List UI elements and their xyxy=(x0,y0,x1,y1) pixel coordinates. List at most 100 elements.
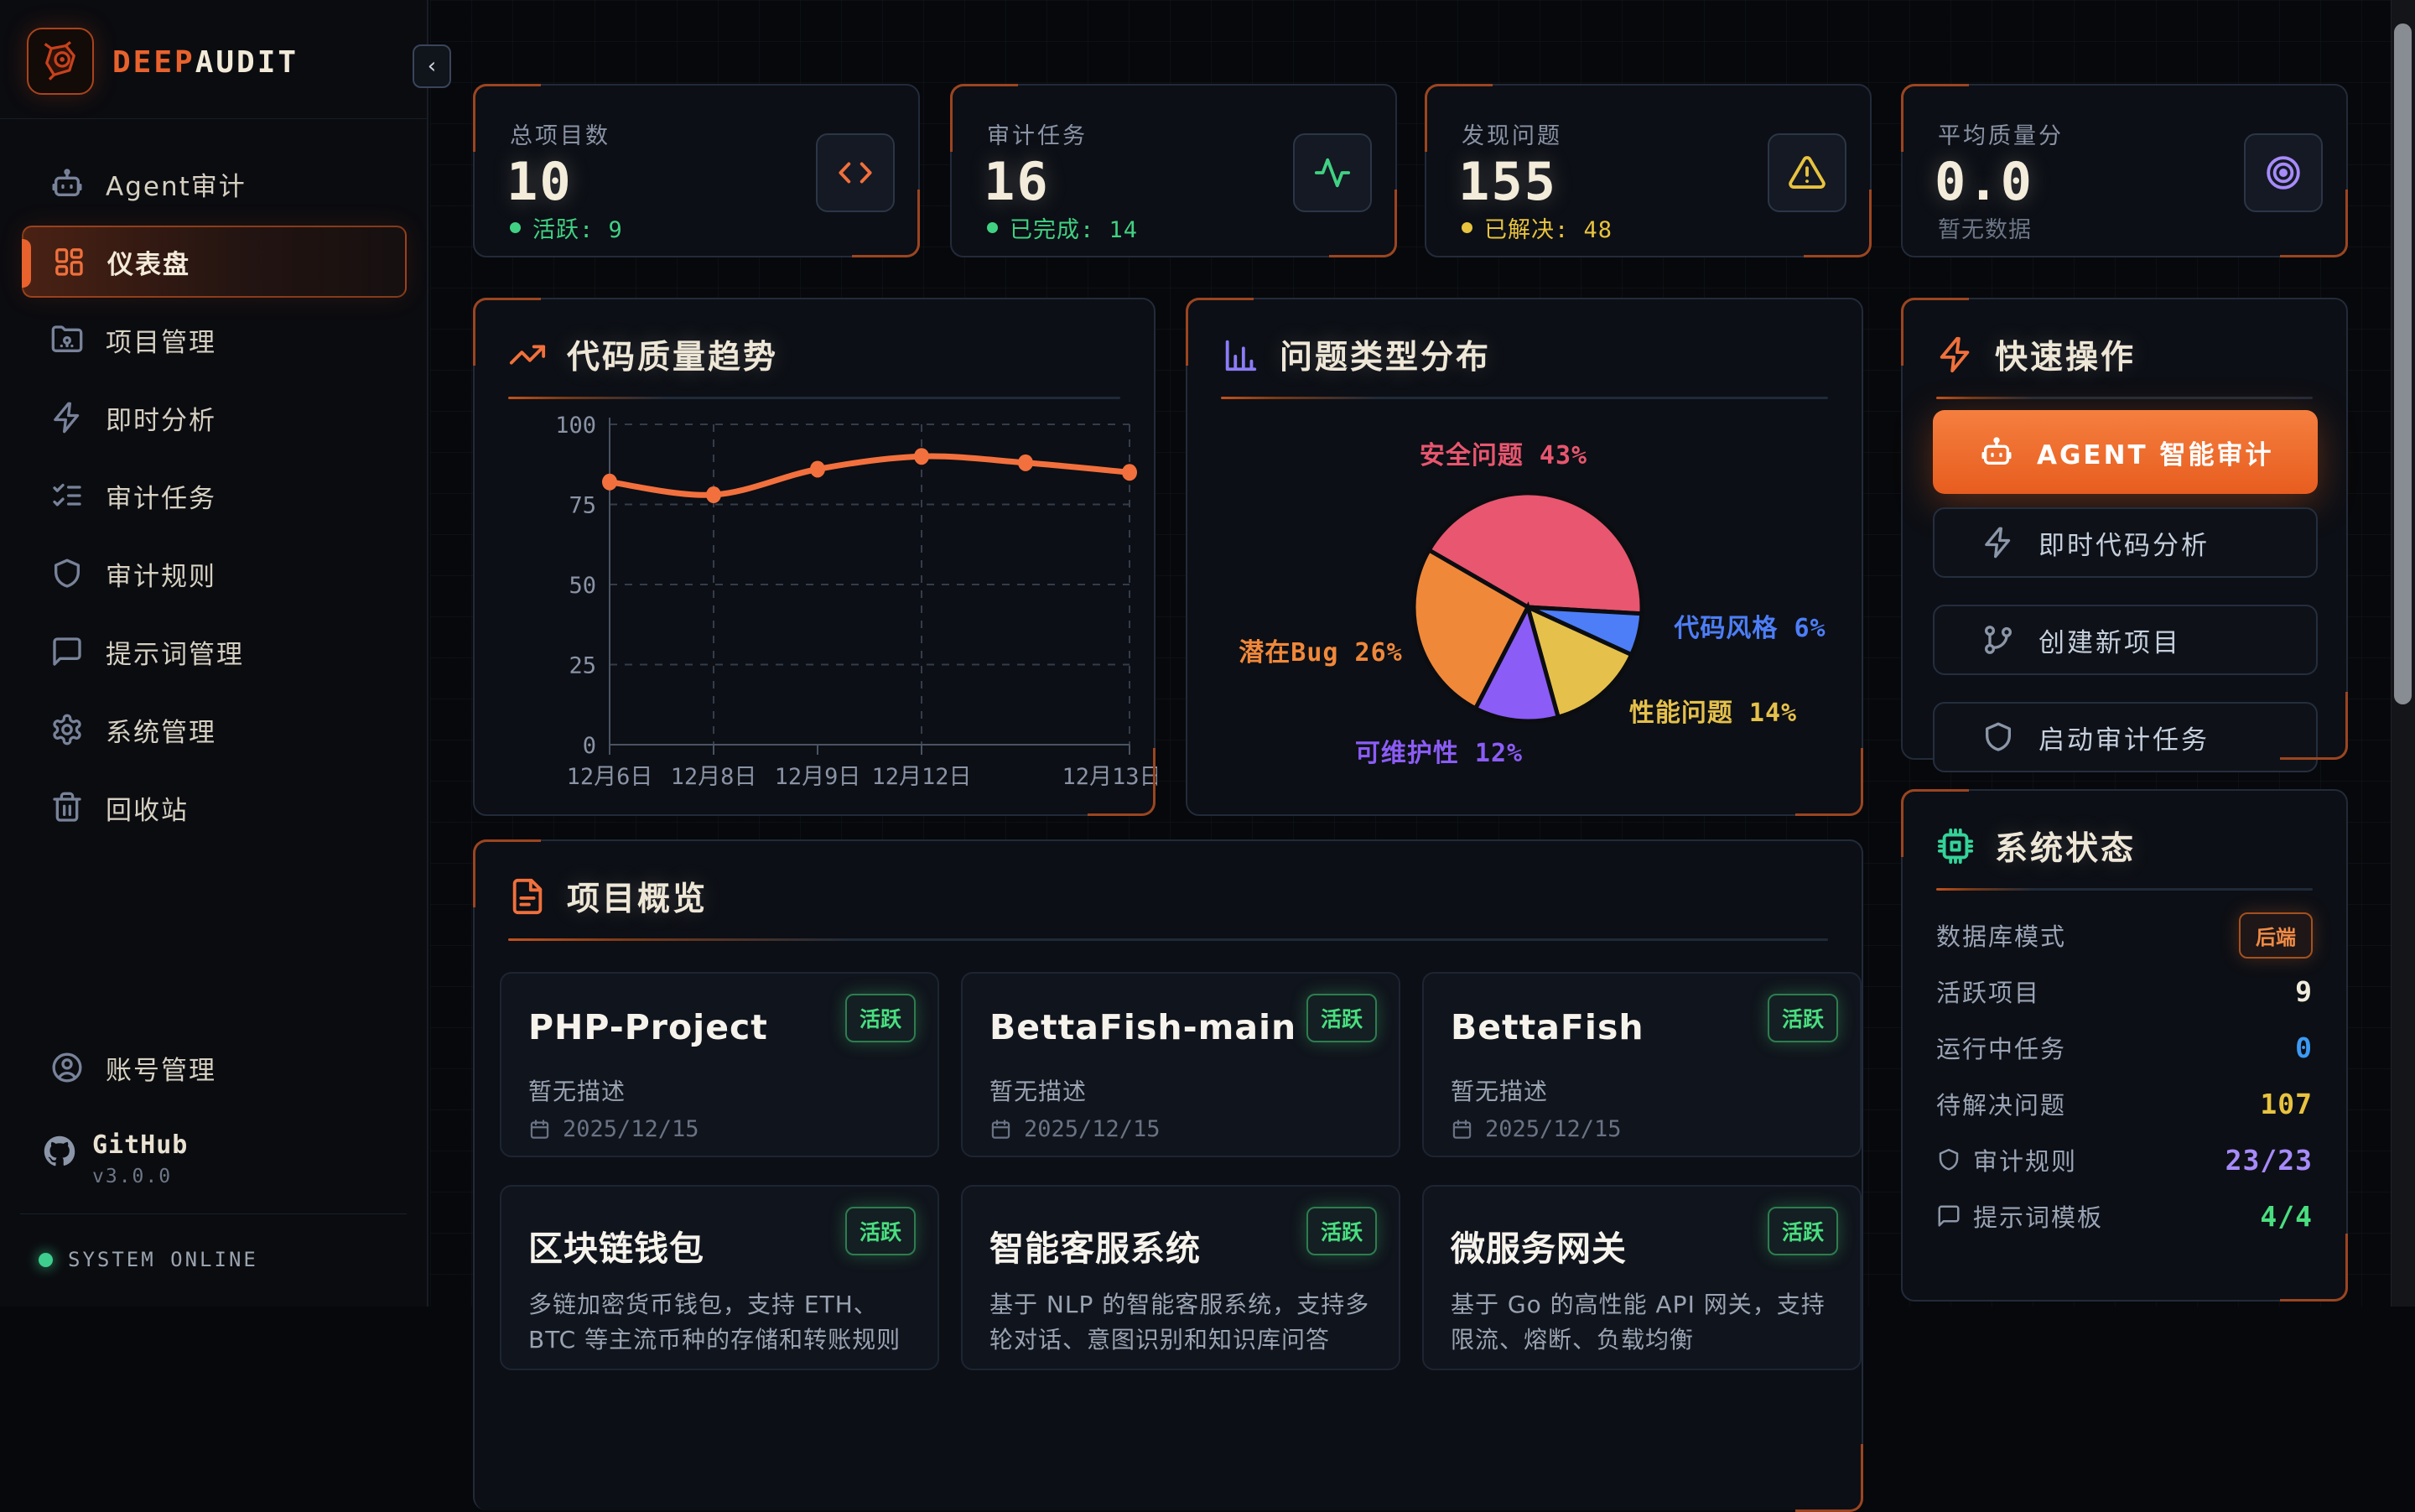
robot-icon xyxy=(50,167,84,200)
status-row-active-projects: 活跃项目 9 xyxy=(1936,969,2313,1013)
stat-subtext: 活跃: 9 xyxy=(532,217,623,243)
status-label-text: 数据库模式 xyxy=(1936,922,2067,951)
project-date: 2025/12/15 xyxy=(528,1116,699,1142)
robot-icon xyxy=(1980,435,2013,469)
quick-action-label: 启动审计任务 xyxy=(2038,725,2210,756)
sidebar-collapse-button[interactable]: ‹ xyxy=(413,44,451,88)
stat-substatus: 活跃: 9 xyxy=(510,211,623,244)
sidebar-item-label: 仪表盘 xyxy=(107,249,190,280)
status-dot xyxy=(987,222,998,233)
system-online-indicator: SYSTEM ONLINE xyxy=(39,1248,258,1271)
sidebar-item-system-management[interactable]: 系统管理 xyxy=(22,694,407,766)
project-card[interactable]: BettaFish 活跃 暂无描述 2025/12/15 xyxy=(1422,972,1862,1157)
sidebar-item-label: Agent审计 xyxy=(106,171,247,202)
agent-smart-audit-button[interactable]: AGENT 智能审计 xyxy=(1933,410,2318,494)
target-icon xyxy=(2264,153,2303,192)
project-card[interactable]: 区块链钱包 活跃 多链加密货币钱包，支持 ETH、BTC 等主流币种的存储和转账规则 xyxy=(500,1185,939,1370)
project-status-badge: 活跃 xyxy=(844,1207,916,1255)
svg-text:12月8日: 12月8日 xyxy=(671,764,757,790)
stat-subtext: 已解决: 48 xyxy=(1484,217,1613,243)
stat-icon-box xyxy=(1293,133,1372,212)
shield-icon xyxy=(1981,720,2015,754)
sidebar-item-recycle-bin[interactable]: 回收站 xyxy=(22,772,407,844)
pie-slice xyxy=(1411,547,1531,712)
project-status-badge: 活跃 xyxy=(1306,994,1377,1042)
status-row-label: 数据库模式 xyxy=(1936,917,2066,953)
status-row-value: 4/4 xyxy=(2260,1199,2313,1233)
project-date-text: 2025/12/15 xyxy=(563,1116,699,1142)
sidebar-item-account-management[interactable]: 账号管理 xyxy=(22,1031,407,1104)
calendar-icon xyxy=(1451,1118,1473,1140)
sidebar-item-label: 审计规则 xyxy=(106,561,216,592)
quick-action-label: 创建新项目 xyxy=(2038,627,2181,658)
zap-icon xyxy=(1936,335,1975,374)
pie-slice xyxy=(1526,605,1644,658)
project-name: BettaFish xyxy=(1451,1007,1644,1047)
pie-slice xyxy=(1426,491,1644,616)
status-row-db-mode: 数据库模式 后端 xyxy=(1936,912,2313,959)
status-row-value: 23/23 xyxy=(2225,1143,2313,1177)
project-description: 暂无描述 xyxy=(528,1078,626,1105)
sidebar-item-audit-rules[interactable]: 审计规则 xyxy=(22,538,407,610)
sidebar-item-agent-audit[interactable]: Agent审计 xyxy=(22,148,407,220)
trending-up-icon xyxy=(508,335,547,374)
panel-header-divider xyxy=(1221,397,1828,399)
project-card[interactable]: 微服务网关 活跃 基于 Go 的高性能 API 网关，支持限流、熔断、负载均衡 xyxy=(1422,1185,1862,1370)
stat-value: 16 xyxy=(984,151,1050,212)
status-label-text: 审计规则 xyxy=(1973,1147,2078,1176)
svg-text:75: 75 xyxy=(569,493,596,519)
online-status-label: SYSTEM ONLINE xyxy=(68,1248,258,1271)
sidebar-item-dashboard[interactable]: 仪表盘 xyxy=(22,226,407,298)
stat-substatus: 暂无数据 xyxy=(1938,211,2032,244)
code-brackets-icon xyxy=(836,153,875,192)
project-name: 区块链钱包 xyxy=(528,1229,704,1269)
panel-header: 快速操作 xyxy=(1936,331,2313,378)
folder-git-icon xyxy=(50,323,84,356)
panel-header-divider xyxy=(508,938,1828,941)
project-date-text: 2025/12/15 xyxy=(1485,1116,1622,1142)
project-card[interactable]: 智能客服系统 活跃 基于 NLP 的智能客服系统，支持多轮对话、意图识别和知识库问答 xyxy=(961,1185,1400,1370)
sidebar-item-audit-tasks[interactable]: 审计任务 xyxy=(22,460,407,532)
instant-code-analysis-button[interactable]: 即时代码分析 xyxy=(1933,507,2318,578)
sidebar-divider xyxy=(0,118,427,119)
start-audit-task-button[interactable]: 启动审计任务 xyxy=(1933,702,2318,772)
svg-text:12月12日: 12月12日 xyxy=(871,764,971,790)
github-icon xyxy=(44,1135,75,1167)
panel-header-divider xyxy=(508,397,1120,399)
status-row-audit-rules: 审计规则 23/23 xyxy=(1936,1138,2313,1182)
svg-text:25: 25 xyxy=(569,653,596,679)
zap-icon xyxy=(1981,526,2015,559)
github-link[interactable]: GitHub v3.0.0 xyxy=(34,1125,394,1192)
status-dot xyxy=(1462,222,1472,233)
project-card[interactable]: BettaFish-main 活跃 暂无描述 2025/12/15 xyxy=(961,972,1400,1157)
stat-card-issues-found: 发现问题 155 已解决: 48 xyxy=(1425,84,1872,257)
quick-action-label: AGENT 智能审计 xyxy=(2037,439,2274,470)
activity-icon xyxy=(1313,153,1352,192)
brand-audit: AUDIT xyxy=(195,45,299,80)
scrollbar-thumb[interactable] xyxy=(2394,23,2412,704)
svg-text:12月9日: 12月9日 xyxy=(775,764,861,790)
sidebar-item-instant-analysis[interactable]: 即时分析 xyxy=(22,382,407,454)
panel-header-divider xyxy=(1936,397,2313,399)
issue-type-distribution-card: 问题类型分布 安全问题 43% 代码风格 6% 性能问题 14% 可维护性 12% 潜在B… xyxy=(1186,298,1863,816)
project-card[interactable]: PHP-Project 活跃 暂无描述 2025/12/15 xyxy=(500,972,939,1157)
sidebar-item-project-management[interactable]: 项目管理 xyxy=(22,304,407,376)
sidebar-item-prompt-management[interactable]: 提示词管理 xyxy=(22,616,407,688)
status-row-label: 活跃项目 xyxy=(1936,974,2040,1009)
stat-label: 审计任务 xyxy=(987,123,1088,149)
stat-label: 总项目数 xyxy=(510,123,610,149)
sidebar-item-label: 系统管理 xyxy=(106,717,216,748)
status-row-running-tasks: 运行中任务 0 xyxy=(1936,1026,2313,1069)
project-status-badge: 活跃 xyxy=(844,994,916,1042)
sidebar: DEEPAUDIT Agent审计 仪表盘项目管理 即时分析 审计任务审计规则提示词管… xyxy=(0,0,428,1307)
stat-icon-box xyxy=(816,133,895,212)
create-new-project-button[interactable]: 创建新项目 xyxy=(1933,605,2318,675)
stat-substatus: 已解决: 48 xyxy=(1462,211,1613,244)
cpu-icon xyxy=(1936,827,1975,865)
project-date-text: 2025/12/15 xyxy=(1024,1116,1161,1142)
brand-deep: DEEP xyxy=(112,45,195,80)
project-name: 微服务网关 xyxy=(1451,1229,1627,1269)
status-row-value: 0 xyxy=(2295,1031,2313,1064)
page-scrollbar[interactable] xyxy=(2391,0,2415,1307)
status-dot xyxy=(510,222,521,233)
